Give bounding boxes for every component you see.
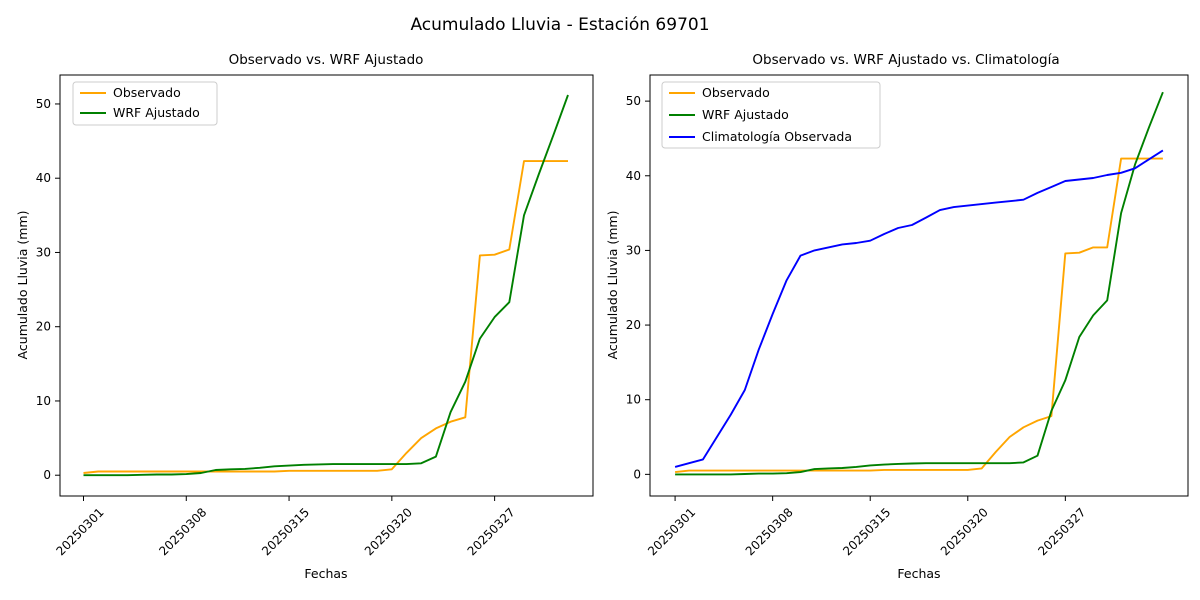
right-xtick-label: 20250308 (743, 505, 796, 558)
right-legend-observado-label: Observado (702, 85, 770, 100)
left-ytick-label: 50 (36, 97, 51, 111)
right-series-wrf-ajustado (675, 91, 1164, 476)
right-data-lines (674, 91, 1164, 476)
right-yaxis-label: Acumulado Lluvia (mm) (605, 211, 620, 360)
right-xtick-label: 20250320 (938, 505, 991, 558)
right-ytick-label: 10 (626, 393, 641, 407)
left-ytick-label: 20 (36, 320, 51, 334)
right-series-observado (674, 157, 1163, 474)
right-legend: Observado WRF Ajustado Climatología Obse… (661, 81, 881, 149)
figure-title: Acumulado Lluvia - Estación 69701 (410, 15, 709, 35)
left-legend-box (72, 81, 218, 126)
right-ytick-label: 40 (626, 169, 641, 183)
right-ytick-label: 50 (626, 94, 641, 108)
left-yaxis-label: Acumulado Lluvia (mm) (15, 211, 30, 360)
left-plot-area (59, 74, 594, 497)
left-ytick-label: 40 (36, 171, 51, 185)
left-xtick-label: 20250315 (259, 505, 312, 558)
left-xtick-label: 20250320 (362, 505, 415, 558)
left-xtick-label: 20250308 (156, 505, 209, 558)
left-series-observado (83, 160, 568, 474)
left-subplot-title: Observado vs. WRF Ajustado (229, 52, 424, 68)
left-legend-wrf-label: WRF Ajustado (113, 105, 200, 120)
right-subplot: Observado vs. WRF Ajustado vs. Climatolo… (605, 52, 1189, 581)
right-xaxis-label: Fechas (897, 566, 940, 581)
left-xaxis-label: Fechas (304, 566, 347, 581)
right-xtick-label: 20250301 (645, 505, 698, 558)
right-ytick-label: 30 (626, 243, 641, 257)
right-ytick-label: 20 (626, 318, 641, 332)
left-xtick-label: 20250301 (54, 505, 107, 558)
right-series-climatolog-a-observada (674, 149, 1164, 468)
right-legend-climatologia-label: Climatología Observada (702, 129, 852, 144)
right-xtick-label: 20250327 (1035, 505, 1088, 558)
left-legend-observado-label: Observado (113, 85, 181, 100)
right-legend-wrf-label: WRF Ajustado (702, 107, 789, 122)
left-ytick-label: 30 (36, 245, 51, 259)
left-axis-ticks: 20250301 20250308 20250315 20250320 20250327… (36, 97, 518, 558)
left-xtick-label: 20250327 (465, 505, 518, 558)
left-ytick-label: 10 (36, 394, 51, 408)
left-data-lines (83, 94, 569, 477)
left-ytick-label: 0 (43, 468, 51, 482)
right-xtick-label: 20250315 (840, 505, 893, 558)
right-subplot-title: Observado vs. WRF Ajustado vs. Climatolo… (752, 52, 1059, 68)
right-legend-box (661, 81, 881, 149)
left-subplot: Observado vs. WRF Ajustado 20250301 20250… (15, 52, 594, 581)
right-plot-area (649, 74, 1189, 497)
left-series-wrf-ajustado (83, 94, 569, 477)
right-axis-ticks: 20250301 20250308 20250315 20250320 20250327… (626, 94, 1089, 558)
right-ytick-label: 0 (633, 467, 641, 481)
left-legend: Observado WRF Ajustado (72, 81, 218, 126)
